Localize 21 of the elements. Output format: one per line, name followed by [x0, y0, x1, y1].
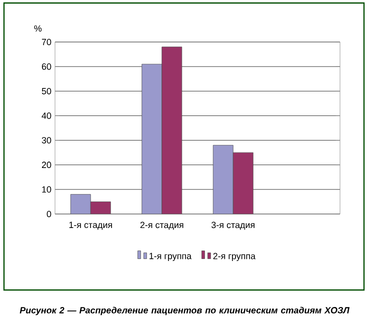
y-tick-label: 10	[42, 186, 52, 193]
bar	[90, 202, 111, 214]
y-tick-label: 30	[42, 137, 52, 144]
y-tick-label: 0	[46, 210, 52, 218]
bar	[212, 145, 234, 214]
y-tick-label: 70	[42, 38, 52, 46]
bar	[142, 64, 162, 214]
y-tick-label: 20	[42, 162, 52, 168]
x-tick-label: 3-я стадия	[212, 222, 254, 230]
bar	[70, 194, 91, 214]
text: Рисунок 2 — Распределение пациентов по клиническим стадиям ХОЗЛ	[20, 306, 350, 316]
y-axis-title: %	[34, 25, 42, 32]
x-tick-label: 1-я стадия	[69, 222, 112, 230]
y-tick-label: 50	[42, 88, 52, 94]
bar	[232, 152, 254, 214]
x-tick-label: 2-я стадия	[140, 222, 184, 230]
legend-label: 1-я группа	[150, 252, 192, 261]
legend-label: 2-я группа	[213, 252, 256, 262]
bar	[162, 46, 182, 214]
y-tick-label: 60	[42, 63, 52, 70]
y-tick-label: 40	[42, 112, 52, 119]
